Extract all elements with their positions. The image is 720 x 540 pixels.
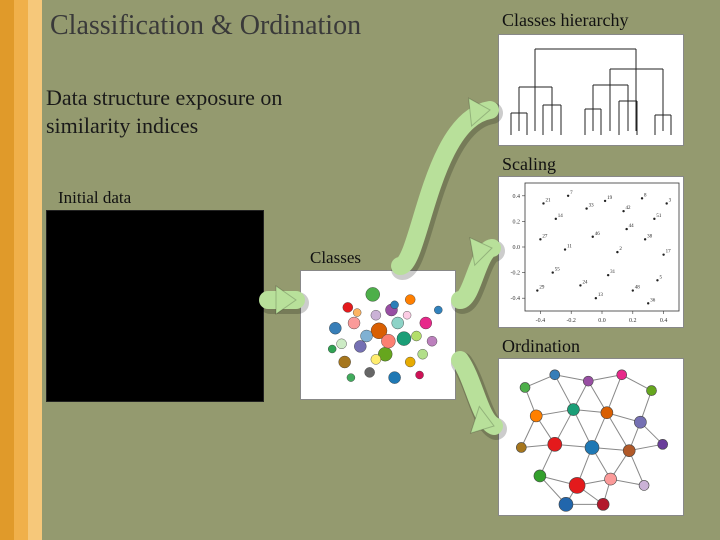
svg-text:33: 33 — [589, 204, 595, 209]
svg-text:0.2: 0.2 — [629, 318, 637, 324]
classes-svg — [301, 271, 457, 401]
svg-text:24: 24 — [582, 280, 588, 285]
svg-text:29: 29 — [539, 286, 545, 291]
svg-text:-0.2: -0.2 — [511, 271, 521, 277]
svg-text:3: 3 — [669, 198, 672, 203]
svg-text:7: 7 — [570, 191, 573, 196]
label-classes: Classes — [310, 248, 361, 268]
svg-text:17: 17 — [666, 250, 672, 255]
svg-text:14: 14 — [558, 214, 564, 219]
sidebar-stripe-2 — [14, 0, 28, 540]
label-initial: Initial data — [58, 188, 131, 208]
dendrogram-svg — [499, 35, 685, 147]
svg-text:-0.2: -0.2 — [566, 318, 576, 324]
svg-text:13: 13 — [598, 293, 604, 298]
svg-text:36: 36 — [650, 298, 656, 303]
svg-text:5: 5 — [659, 275, 662, 280]
label-ordination: Ordination — [502, 336, 580, 357]
scaling-svg: -0.4 -0.2 0.0 0.2 0.4 -0.4 -0.2 0.0 0.2 0.4 21 14 7 3… — [499, 177, 685, 329]
svg-text:48: 48 — [635, 286, 641, 291]
sidebar-stripe-1 — [0, 0, 14, 540]
panel-scaling: -0.4 -0.2 0.0 0.2 0.4 -0.4 -0.2 0.0 0.2 0.4 21 14 7 3… — [498, 176, 684, 328]
svg-text:-0.4: -0.4 — [511, 296, 521, 302]
svg-text:11: 11 — [567, 245, 572, 250]
svg-text:0.4: 0.4 — [513, 194, 521, 200]
panel-ordination — [498, 358, 684, 516]
panel-hierarchy — [498, 34, 684, 146]
svg-text:31: 31 — [610, 270, 616, 275]
label-hierarchy: Classes hierarchy — [502, 10, 628, 31]
svg-text:44: 44 — [629, 224, 635, 229]
panel-initial-data — [46, 210, 264, 402]
svg-text:38: 38 — [647, 234, 653, 239]
svg-text:55: 55 — [555, 268, 561, 273]
svg-text:8: 8 — [644, 193, 647, 198]
svg-text:0.2: 0.2 — [513, 219, 521, 225]
svg-text:27: 27 — [542, 234, 548, 239]
svg-text:51: 51 — [656, 214, 662, 219]
svg-text:-0.4: -0.4 — [536, 318, 546, 324]
svg-text:0.0: 0.0 — [598, 318, 606, 324]
svg-text:46: 46 — [595, 232, 601, 237]
sidebar-stripe-3 — [28, 0, 42, 540]
svg-text:2: 2 — [619, 247, 622, 252]
slide-title: Classification & Ordination — [50, 10, 361, 42]
panel-classes — [300, 270, 456, 400]
svg-text:42: 42 — [626, 206, 632, 211]
label-scaling: Scaling — [502, 154, 556, 175]
svg-text:19: 19 — [607, 196, 613, 201]
ordination-svg — [499, 359, 685, 517]
svg-text:21: 21 — [545, 198, 551, 203]
svg-text:0.0: 0.0 — [513, 245, 521, 251]
svg-text:0.4: 0.4 — [660, 318, 668, 324]
slide-subtitle: Data structure exposure onsimilarity ind… — [46, 84, 282, 139]
